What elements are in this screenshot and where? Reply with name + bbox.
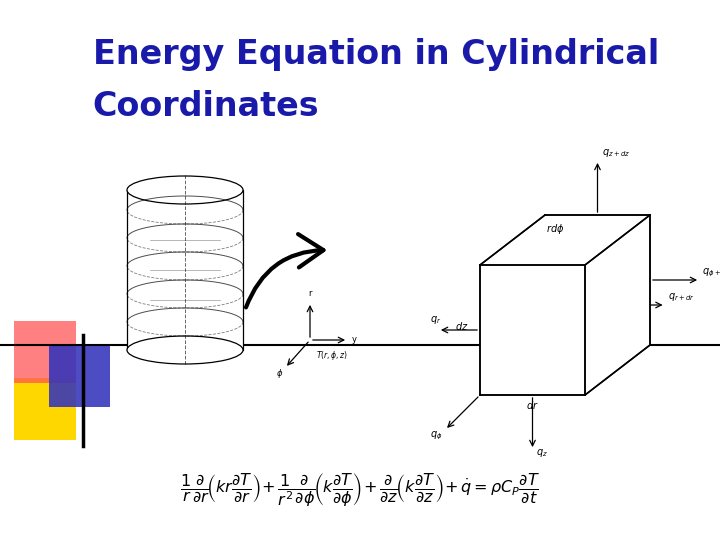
- Polygon shape: [480, 215, 650, 265]
- Polygon shape: [585, 215, 650, 395]
- Text: $dz$: $dz$: [455, 320, 469, 332]
- Text: $\dfrac{1}{r}\dfrac{\partial}{\partial r}\!\left(kr\dfrac{\partial T}{\partial r: $\dfrac{1}{r}\dfrac{\partial}{\partial r…: [180, 471, 540, 509]
- Polygon shape: [480, 265, 585, 395]
- Text: $q_{z+dz}$: $q_{z+dz}$: [601, 147, 630, 159]
- Text: $rd\phi$: $rd\phi$: [546, 222, 564, 236]
- Text: Coordinates: Coordinates: [93, 90, 320, 123]
- Text: $q_{r+dr}$: $q_{r+dr}$: [667, 291, 694, 303]
- Text: r: r: [308, 289, 312, 298]
- Bar: [14, 321, 76, 383]
- Text: $q_\phi$: $q_\phi$: [430, 429, 442, 442]
- Text: $q_z$: $q_z$: [536, 447, 549, 459]
- Text: $T(r,\phi,z)$: $T(r,\phi,z)$: [316, 349, 348, 362]
- Ellipse shape: [127, 336, 243, 364]
- FancyArrowPatch shape: [246, 234, 323, 307]
- Text: $q_r$: $q_r$: [430, 314, 441, 326]
- Bar: [49, 345, 110, 407]
- Text: $\phi$: $\phi$: [276, 367, 284, 380]
- Text: $dr$: $dr$: [526, 399, 539, 411]
- Bar: [14, 378, 76, 440]
- Text: y: y: [352, 335, 357, 345]
- Ellipse shape: [127, 176, 243, 204]
- Text: $q_{\phi+d\phi}$: $q_{\phi+d\phi}$: [702, 266, 720, 279]
- Bar: [127, 190, 243, 350]
- Text: Energy Equation in Cylindrical: Energy Equation in Cylindrical: [93, 38, 659, 71]
